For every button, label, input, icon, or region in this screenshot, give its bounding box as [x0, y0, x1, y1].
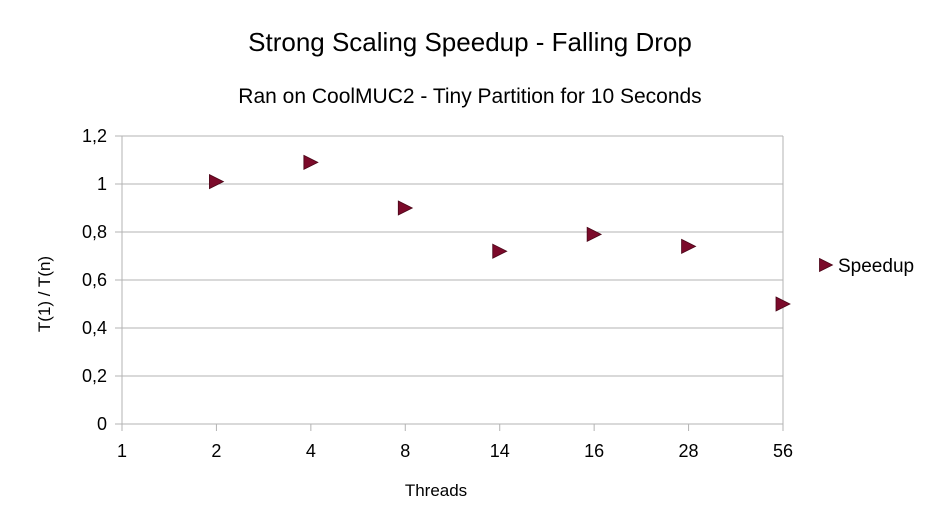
data-point-28-threads	[681, 238, 697, 255]
data-point-14-threads	[492, 243, 508, 259]
x-tick-label-2: 2	[211, 441, 221, 461]
x-axis-label: Threads	[405, 481, 467, 500]
x-tick-label-16: 16	[584, 441, 604, 461]
legend: Speedup	[819, 256, 914, 277]
y-tick-label-3: 0,6	[82, 270, 107, 290]
speedup-series	[209, 154, 791, 312]
y-axis-label: T(1) / T(n)	[35, 256, 54, 332]
y-tick-label-6: 1,2	[82, 126, 107, 146]
data-point-16-threads	[586, 226, 603, 243]
y-axis-ticks: 0 0,2 0,4 0,6 0,8 1 1,2	[82, 126, 107, 434]
data-point-4-threads	[303, 154, 319, 171]
x-tick-label-1: 1	[117, 441, 127, 461]
y-tick-label-1: 0,2	[82, 366, 107, 386]
data-point-8-threads	[397, 200, 414, 216]
x-tick-label-28: 28	[679, 441, 699, 461]
x-tick-label-8: 8	[400, 441, 410, 461]
y-tick-label-2: 0,4	[82, 318, 107, 338]
x-tick-label-4: 4	[306, 441, 316, 461]
data-point-56-threads	[775, 296, 791, 312]
y-tick-label-4: 0,8	[82, 222, 107, 242]
x-tick-label-14: 14	[490, 441, 510, 461]
grid-lines	[115, 135, 784, 431]
chart-title: Strong Scaling Speedup - Falling Drop	[248, 27, 692, 57]
x-axis-ticks: 1 2 4 8 14 16 28 56	[117, 441, 793, 461]
x-tick-label-56: 56	[773, 441, 793, 461]
legend-label-speedup: Speedup	[838, 256, 914, 277]
y-tick-label-5: 1	[97, 174, 107, 194]
chart-subtitle: Ran on CoolMUC2 - Tiny Partition for 10 …	[238, 85, 701, 108]
data-point-2-threads	[209, 173, 225, 190]
y-tick-label-0: 0	[97, 414, 107, 434]
legend-marker-icon	[819, 257, 834, 273]
